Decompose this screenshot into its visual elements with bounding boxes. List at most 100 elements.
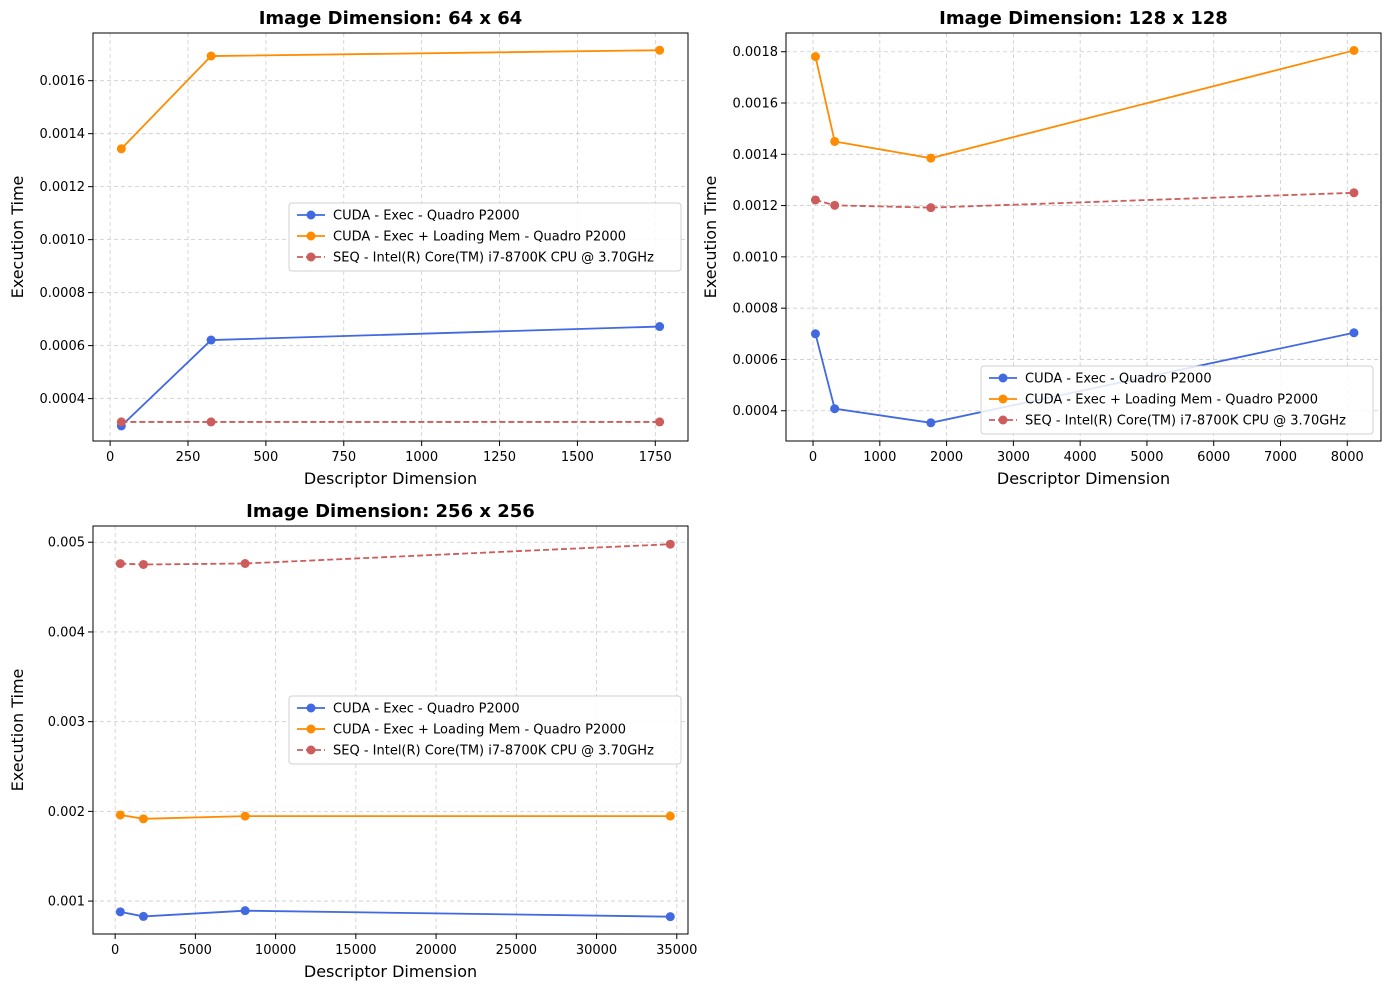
x-tick-label: 0 <box>111 943 119 958</box>
data-point-cuda_exec <box>138 911 148 921</box>
legend-box <box>288 695 682 765</box>
legend-swatch-marker <box>306 231 316 241</box>
x-tick-label: 10000 <box>255 943 296 958</box>
data-point-seq <box>665 539 675 549</box>
series-line-seq <box>120 543 671 566</box>
x-tick-label: 5000 <box>1130 450 1163 465</box>
x-tick-label: 1500 <box>561 450 594 465</box>
y-tick-label: 0.0016 <box>40 74 86 89</box>
data-point-cuda_exec <box>206 335 216 345</box>
legend-entry-label: SEQ - Intel(R) Core(TM) i7-8700K CPU @ 3… <box>333 744 654 759</box>
data-point-seq <box>240 558 250 568</box>
data-point-seq <box>138 559 148 569</box>
legend-entry-label: CUDA - Exec - Quadro P2000 <box>333 702 520 717</box>
data-point-cuda_exec_mem <box>830 136 840 146</box>
x-tick-label: 20000 <box>415 943 456 958</box>
data-point-cuda_exec_mem <box>810 52 820 62</box>
legend-swatch-marker <box>306 210 316 220</box>
chart-1: 0 250 500 750 1000 1250 1500 1750 0.0004 0.0006 0.… <box>8 8 689 488</box>
x-tick-label: 35000 <box>656 943 697 958</box>
y-axis-label: Execution Time <box>8 669 27 792</box>
chart-title: Image Dimension: 128 x 128 <box>939 8 1228 29</box>
series-line-cuda_exec <box>120 325 660 427</box>
x-tick-label: 8000 <box>1331 450 1364 465</box>
legend-swatch-marker <box>998 373 1008 383</box>
x-tick-label: 1750 <box>639 450 672 465</box>
chart-title: Image Dimension: 64 x 64 <box>259 8 523 29</box>
y-tick-label: 0.004 <box>48 625 85 640</box>
x-tick-label: 500 <box>253 450 278 465</box>
data-point-cuda_exec <box>115 907 125 917</box>
data-point-cuda_exec_mem <box>206 51 216 61</box>
data-point-cuda_exec_mem <box>116 144 126 154</box>
y-tick-label: 0.003 <box>48 715 85 730</box>
x-tick-label: 1000 <box>405 450 438 465</box>
data-point-cuda_exec_mem <box>240 811 250 821</box>
axes-frame <box>92 32 689 442</box>
data-point-cuda_exec_mem <box>926 153 936 163</box>
series-line-seq <box>815 191 1354 209</box>
y-tick-label: 0.002 <box>48 805 85 820</box>
legend-swatch-marker <box>306 724 316 734</box>
x-tick-label: 4000 <box>1064 450 1097 465</box>
data-point-seq <box>655 417 665 427</box>
legend-box <box>980 365 1374 435</box>
series-line-cuda_exec_mem <box>120 814 671 820</box>
legend-entry-label: SEQ - Intel(R) Core(TM) i7-8700K CPU @ 3… <box>1025 414 1346 429</box>
data-point-cuda_exec <box>1349 328 1359 338</box>
data-point-seq <box>926 203 936 213</box>
data-point-seq <box>116 417 126 427</box>
data-point-seq <box>830 200 840 210</box>
legend-swatch-marker <box>306 252 316 262</box>
x-tick-label: 750 <box>331 450 356 465</box>
x-tick-label: 3000 <box>997 450 1030 465</box>
x-tick-label: 15000 <box>335 943 376 958</box>
y-tick-label: 0.0018 <box>733 45 779 60</box>
y-tick-label: 0.0004 <box>733 404 779 419</box>
x-tick-label: 0 <box>809 450 817 465</box>
y-tick-label: 0.0010 <box>733 250 779 265</box>
data-point-seq <box>1349 188 1359 198</box>
legend: CUDA - Exec - Quadro P2000 CUDA - Exec + … <box>980 365 1374 435</box>
y-tick-label: 0.0012 <box>733 199 779 214</box>
data-point-cuda_exec_mem <box>138 814 148 824</box>
legend-entry-label: CUDA - Exec - Quadro P2000 <box>333 209 520 224</box>
legend-swatch-marker <box>998 415 1008 425</box>
legend-swatch-marker <box>306 745 316 755</box>
y-tick-label: 0.0006 <box>40 339 86 354</box>
y-tick-label: 0.0012 <box>40 180 86 195</box>
legend-entry-label: CUDA - Exec + Loading Mem - Quadro P2000 <box>1025 393 1318 408</box>
x-tick-label: 7000 <box>1264 450 1297 465</box>
legend-swatch-marker <box>306 703 316 713</box>
legend-entry-label: CUDA - Exec + Loading Mem - Quadro P2000 <box>333 230 626 245</box>
y-tick-label: 0.0008 <box>40 286 86 301</box>
data-point-cuda_exec_mem <box>115 810 125 820</box>
data-point-seq <box>206 417 216 427</box>
data-point-cuda_exec <box>830 404 840 414</box>
y-axis-label: Execution Time <box>8 176 27 299</box>
chart-title: Image Dimension: 256 x 256 <box>246 501 535 522</box>
data-point-cuda_exec <box>665 912 675 922</box>
x-tick-label: 1250 <box>483 450 516 465</box>
legend-entry-label: CUDA - Exec + Loading Mem - Quadro P2000 <box>333 723 626 738</box>
legend-entry-label: CUDA - Exec - Quadro P2000 <box>1025 372 1212 387</box>
x-tick-label: 25000 <box>496 943 537 958</box>
y-tick-label: 0.0008 <box>733 302 779 317</box>
y-tick-label: 0.0006 <box>733 353 779 368</box>
legend: CUDA - Exec - Quadro P2000 CUDA - Exec + … <box>288 695 682 765</box>
chart-2: 0 1000 2000 3000 4000 5000 6000 7000 8000 0.0004 0… <box>701 8 1382 488</box>
y-tick-label: 0.0016 <box>733 97 779 112</box>
chart-3: 0 5000 10000 15000 20000 25000 30000 35000 0.001… <box>8 501 697 981</box>
y-tick-label: 0.0010 <box>40 233 86 248</box>
legend-box <box>288 202 682 272</box>
x-tick-label: 0 <box>106 450 114 465</box>
x-axis-label: Descriptor Dimension <box>304 962 477 981</box>
data-point-cuda_exec_mem <box>655 45 665 55</box>
data-point-cuda_exec_mem <box>1349 45 1359 55</box>
x-tick-label: 6000 <box>1197 450 1230 465</box>
x-tick-label: 5000 <box>179 943 212 958</box>
data-point-seq <box>115 559 125 569</box>
y-tick-label: 0.0014 <box>40 127 86 142</box>
axes-frame <box>785 32 1382 442</box>
